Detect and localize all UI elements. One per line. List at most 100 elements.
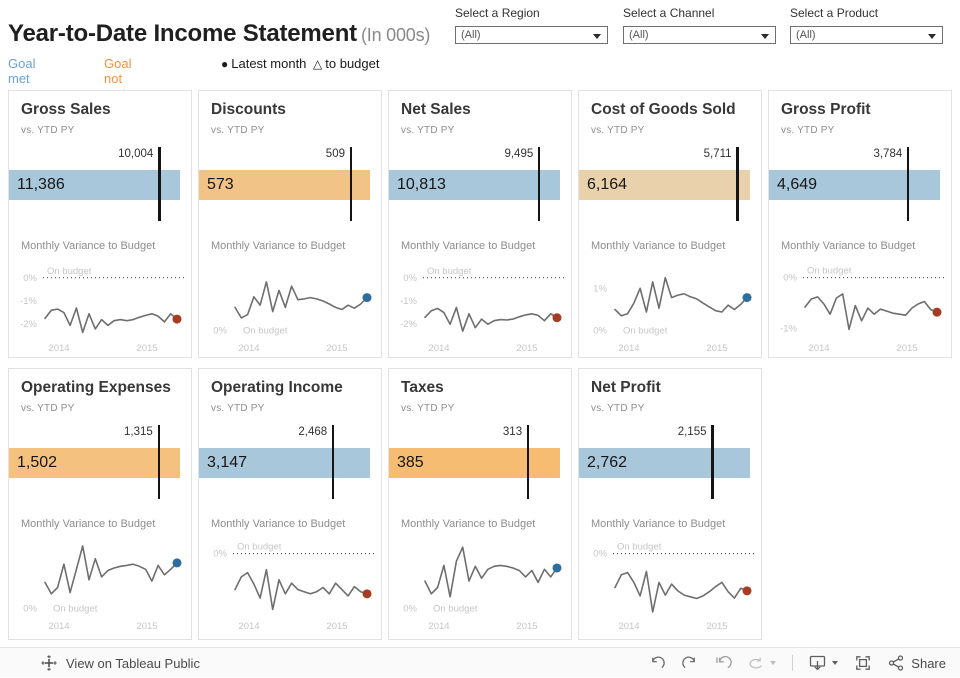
latest-month-dot [552, 313, 562, 323]
variance-line [44, 307, 178, 334]
bullet-bar[interactable]: 3,147 [199, 448, 370, 478]
redo-icon [682, 656, 696, 668]
bullet-bar[interactable]: 4,649 [769, 170, 940, 200]
kpi-card[interactable]: Net Profit vs. YTD PY 2,155 2,762 Monthl… [578, 368, 762, 640]
filter-region-select[interactable]: (All) [455, 26, 608, 44]
fullscreen-icon [856, 656, 871, 670]
reference-line [158, 147, 161, 221]
undo-button[interactable] [648, 655, 666, 672]
x-axis-year-label: 2014 [618, 343, 639, 354]
page-title-units: (In 000s) [360, 25, 431, 45]
legend-goal-met: Goal met [8, 56, 36, 86]
bullet-bar-value: 6,164 [587, 176, 628, 193]
filled-dot-icon: ● [221, 57, 229, 71]
download-button[interactable] [808, 654, 839, 672]
bullet-bar[interactable]: 385 [389, 448, 560, 478]
filter-channel-label: Select a Channel [623, 6, 715, 20]
variance-line [614, 276, 748, 317]
view-on-tableau-public-button[interactable]: View on Tableau Public [40, 648, 200, 678]
on-budget-label: On budget [47, 266, 92, 277]
axis-tick-label: 0% [23, 273, 37, 284]
share-button[interactable]: Share [887, 654, 946, 672]
kpi-card[interactable]: Gross Sales vs. YTD PY 10,004 11,386 Mon… [8, 90, 192, 358]
filter-product-label: Select a Product [790, 6, 879, 20]
chevron-down-icon[interactable] [831, 660, 839, 666]
axis-tick-label: 0% [783, 273, 797, 284]
bullet-bar[interactable]: 573 [199, 170, 370, 200]
latest-month-dot [932, 307, 942, 317]
filter-channel: Select a Channel (All) [623, 6, 776, 44]
x-axis-year-label: 2014 [428, 621, 449, 632]
x-axis-year-label: 2014 [808, 343, 829, 354]
card-title: Taxes [401, 379, 444, 396]
axis-tick-label: -2% [400, 319, 417, 330]
variance-line [614, 570, 748, 613]
card-title: Operating Expenses [21, 379, 171, 396]
axis-tick-label: 0% [593, 549, 607, 560]
axis-tick-label: 0% [403, 273, 417, 284]
x-axis-year-label: 2014 [238, 343, 259, 354]
bullet-bar-value: 4,649 [777, 176, 818, 193]
toolbar-actions: Share [648, 648, 946, 678]
filter-channel-select[interactable]: (All) [623, 26, 776, 44]
on-budget-label: On budget [243, 326, 288, 337]
kpi-card[interactable]: Discounts vs. YTD PY 509 573 Monthly Var… [198, 90, 382, 358]
sparkline-chart[interactable]: On budget 0% -1% -2% 2014 2015 [9, 259, 191, 355]
sparkline-chart[interactable]: On budget 0% 2014 2015 [199, 259, 381, 355]
chevron-down-icon[interactable] [928, 34, 936, 39]
chevron-down-icon[interactable] [769, 660, 777, 666]
reference-value-label: 2,468 [298, 426, 328, 438]
download-icon [810, 655, 826, 671]
card-compare-label: vs. YTD PY [781, 125, 835, 136]
sparkline-chart[interactable]: On budget 0% -1% -2% 2014 2015 [389, 259, 571, 355]
refresh-button[interactable] [747, 655, 777, 672]
share-icon [889, 655, 904, 671]
kpi-card[interactable]: Operating Expenses vs. YTD PY 1,315 1,50… [8, 368, 192, 640]
bullet-bar-value: 2,762 [587, 454, 628, 471]
kpi-card[interactable]: Gross Profit vs. YTD PY 3,784 4,649 Mont… [768, 90, 952, 358]
variance-line [44, 545, 178, 595]
card-compare-label: vs. YTD PY [211, 125, 265, 136]
on-budget-label: On budget [237, 542, 282, 553]
sparkline-title: Monthly Variance to Budget [591, 518, 726, 530]
sparkline-chart[interactable]: On budget 0% -1% 2014 2015 [769, 259, 951, 355]
filter-region-label: Select a Region [455, 6, 540, 20]
kpi-card[interactable]: Taxes vs. YTD PY 313 385 Monthly Varianc… [388, 368, 572, 640]
legend-latest-suffix: to budget [325, 56, 380, 71]
bullet-bar[interactable]: 6,164 [579, 170, 750, 200]
kpi-card[interactable]: Operating Income vs. YTD PY 2,468 3,147 … [198, 368, 382, 640]
sparkline-title: Monthly Variance to Budget [591, 240, 726, 252]
chevron-down-icon[interactable] [761, 34, 769, 39]
reference-line [331, 425, 335, 499]
bullet-bar[interactable]: 1,502 [9, 448, 180, 478]
bullet-bar[interactable]: 2,762 [579, 448, 750, 478]
bullet-bar-value: 10,813 [397, 176, 446, 193]
reference-line [906, 147, 910, 221]
sparkline-chart[interactable]: On budget 0% 2014 2015 [579, 537, 761, 633]
on-budget-label: On budget [807, 266, 852, 277]
bullet-bar[interactable]: 10,813 [389, 170, 560, 200]
bullet-bar[interactable]: 11,386 [9, 170, 180, 200]
chevron-down-icon[interactable] [593, 34, 601, 39]
bullet-bar-value: 3,147 [207, 454, 248, 471]
reference-line [157, 425, 161, 499]
revert-button[interactable] [714, 655, 733, 672]
sparkline-title: Monthly Variance to Budget [21, 240, 156, 252]
filter-region: Select a Region (All) [455, 6, 608, 44]
kpi-card[interactable]: Net Sales vs. YTD PY 9,495 10,813 Monthl… [388, 90, 572, 358]
sparkline-chart[interactable]: On budget 0% 2014 2015 [9, 537, 191, 633]
x-axis-year-label: 2014 [618, 621, 639, 632]
sparkline-chart[interactable]: On budget 0% 2014 2015 [199, 537, 381, 633]
fullscreen-button[interactable] [854, 654, 872, 672]
variance-line [804, 293, 938, 331]
sparkline-chart[interactable]: On budget 1% 0% 2014 2015 [579, 259, 761, 355]
card-title: Cost of Goods Sold [591, 101, 736, 118]
share-button-label: Share [911, 655, 946, 671]
on-budget-label: On budget [617, 542, 662, 553]
x-axis-year-label: 2014 [48, 343, 69, 354]
sparkline-chart[interactable]: On budget 0% 2014 2015 [389, 537, 571, 633]
sparkline-title: Monthly Variance to Budget [401, 240, 536, 252]
filter-product-select[interactable]: (All) [790, 26, 943, 44]
kpi-card[interactable]: Cost of Goods Sold vs. YTD PY 5,711 6,16… [578, 90, 762, 358]
redo-button[interactable] [681, 655, 699, 672]
